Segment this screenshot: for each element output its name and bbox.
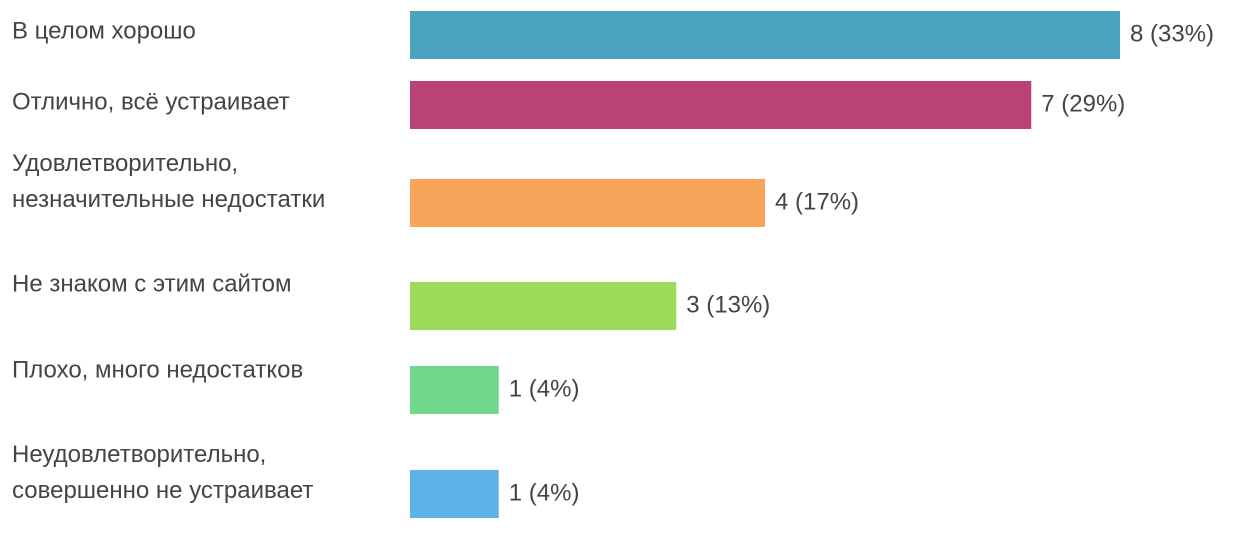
value-label: 4 (17%)	[775, 188, 859, 215]
bar	[410, 282, 677, 330]
value-label: 1 (4%)	[509, 479, 580, 506]
label-line: незначительные недостатки	[12, 186, 325, 213]
bar	[410, 11, 1120, 59]
value-label: 1 (4%)	[509, 375, 580, 402]
bar	[410, 470, 499, 518]
label-line: Удовлетворительно,	[12, 150, 245, 177]
label-line: совершенно не устраивает	[12, 477, 313, 504]
value-label: 8 (33%)	[1130, 20, 1214, 47]
category-label: Удовлетворительно, незначительные недост…	[12, 150, 325, 213]
category-label: Неудовлетворительно, совершенно не устра…	[12, 441, 313, 504]
category-label: Отлично, всё устраивает	[12, 88, 290, 115]
category-label: В целом хорошо	[12, 17, 196, 44]
value-label: 7 (29%)	[1041, 90, 1125, 117]
bar	[410, 366, 499, 414]
value-label: 3 (13%)	[686, 291, 770, 318]
bar	[410, 179, 765, 227]
category-label: Не знаком с этим сайтом	[12, 270, 292, 297]
category-label: Плохо, много недостатков	[12, 356, 303, 383]
bar	[410, 81, 1032, 129]
label-line: Неудовлетворительно,	[12, 441, 273, 468]
